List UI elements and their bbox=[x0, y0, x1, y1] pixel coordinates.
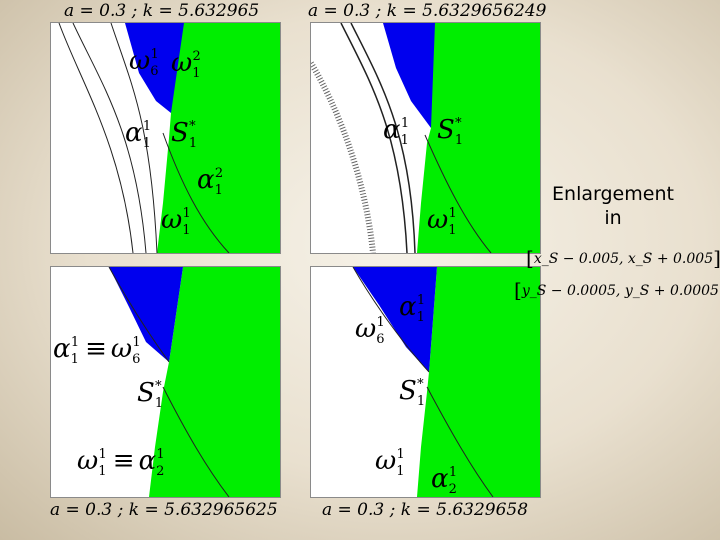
dust-curve bbox=[311, 61, 376, 253]
green-basin bbox=[417, 23, 540, 253]
label-saddle-s1: S1* bbox=[437, 115, 463, 148]
label-alpha-2-1: α21 bbox=[431, 464, 457, 497]
caption-bottom-right: a = 0.3 ; k = 5.6329658 bbox=[322, 500, 529, 520]
interval-x: [x_S − 0.005, x_S + 0.005]× bbox=[526, 246, 720, 270]
basin-diagram-top-left: ω61 ω12 α11 S1* α12 ω11 bbox=[51, 23, 280, 253]
label-alpha-1-2: α12 bbox=[197, 165, 223, 198]
boundary-curve bbox=[350, 23, 416, 253]
basin-diagram-top-right: α11 S1* ω11 bbox=[311, 23, 540, 253]
label-alpha-1-1: α11 bbox=[125, 118, 151, 151]
green-basin bbox=[157, 23, 280, 253]
blue-basin bbox=[383, 23, 435, 128]
blue-basin bbox=[109, 267, 183, 362]
basin-diagram-bottom-left: α11 ≡ ω61 S1* ω11 ≡ α21 bbox=[51, 267, 280, 497]
panel-bottom-left: α11 ≡ ω61 S1* ω11 ≡ α21 bbox=[50, 266, 281, 498]
manifold-line bbox=[162, 386, 230, 497]
label-saddle-s1: S1* bbox=[137, 378, 163, 411]
label-omega-6-1: ω61 bbox=[129, 46, 159, 79]
label-alpha-equiv-omega: α11 ≡ ω61 bbox=[53, 334, 141, 367]
blue-basin bbox=[125, 23, 184, 113]
label-omega-1-2: ω12 bbox=[171, 48, 201, 81]
caption-top-left: a = 0.3 ; k = 5.632965 bbox=[64, 1, 260, 21]
boundary-curve bbox=[110, 23, 158, 253]
label-saddle-s1: S1* bbox=[171, 118, 197, 151]
manifold-line bbox=[426, 386, 494, 497]
label-omega-1-1: ω11 bbox=[161, 205, 191, 238]
blue-basin bbox=[353, 267, 437, 372]
panel-bottom-right: α11 ω61 S1* ω11 α21 bbox=[310, 266, 541, 498]
basin-diagram-bottom-right: α11 ω61 S1* ω11 α21 bbox=[311, 267, 540, 497]
boundary-curve bbox=[108, 267, 170, 363]
boundary-curve bbox=[340, 23, 408, 253]
interval-x-text: x_S − 0.005, x_S + 0.005 bbox=[533, 251, 714, 267]
enlargement-in: in bbox=[604, 207, 622, 229]
label-omega-6-1: ω61 bbox=[355, 314, 385, 347]
caption-bottom-left: a = 0.3 ; k = 5.632965625 bbox=[50, 500, 278, 520]
panel-top-right: α11 S1* ω11 bbox=[310, 22, 541, 254]
label-alpha-1-1: α11 bbox=[399, 292, 425, 325]
boundary-curve bbox=[352, 267, 430, 373]
enlargement-title: Enlargement bbox=[552, 183, 674, 205]
label-saddle-s1: S1* bbox=[399, 376, 425, 409]
green-basin bbox=[417, 267, 540, 497]
panel-top-left: ω61 ω12 α11 S1* α12 ω11 bbox=[50, 22, 281, 254]
green-basin bbox=[149, 267, 280, 497]
interval-y-text: y_S − 0.0005, y_S + 0.0005 bbox=[521, 283, 719, 299]
label-omega-1-1: ω11 bbox=[427, 205, 457, 238]
manifold-line bbox=[424, 134, 492, 253]
manifold-line bbox=[162, 132, 230, 253]
interval-y: [y_S − 0.0005, y_S + 0.0005] bbox=[514, 278, 720, 302]
label-omega-equiv-alpha: ω11 ≡ α21 bbox=[77, 446, 165, 479]
label-omega-1-1: ω11 bbox=[375, 446, 405, 479]
enlargement-note: Enlargement in bbox=[548, 182, 678, 230]
boundary-curve bbox=[72, 23, 147, 253]
caption-top-right: a = 0.3 ; k = 5.6329656249 bbox=[308, 1, 547, 21]
label-alpha-1-1: α11 bbox=[383, 115, 409, 148]
boundary-curve bbox=[58, 23, 134, 253]
